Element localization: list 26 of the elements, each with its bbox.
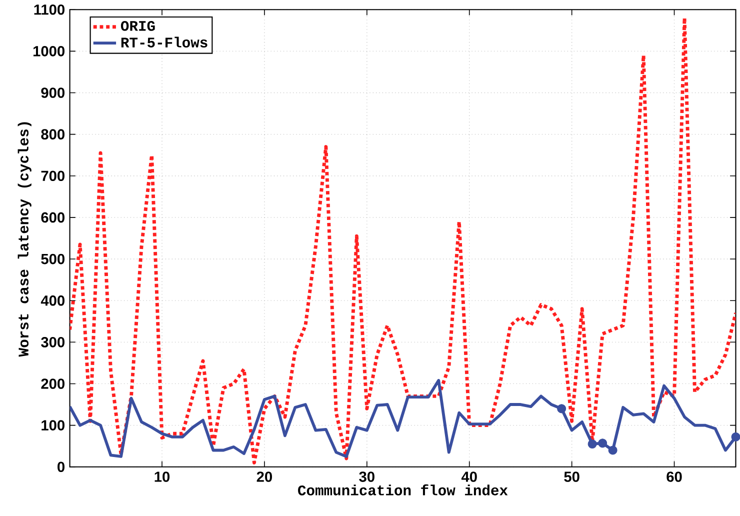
x-tick-label: 60: [666, 472, 682, 482]
y-axis-title: Worst case latency (cycles): [18, 122, 32, 357]
y-tick-label: 600: [41, 212, 64, 223]
y-tick-label: 300: [41, 336, 64, 348]
legend-label: RT-5-Flows: [121, 36, 208, 48]
y-tick-label: 800: [41, 129, 64, 140]
y-tick-label: 700: [41, 170, 64, 182]
point: [588, 439, 597, 449]
y-tick-label: 500: [41, 254, 64, 264]
y-tick-label: 1100: [34, 4, 64, 15]
y-tick-label: 200: [41, 378, 64, 389]
x-tick-label: 50: [564, 472, 580, 482]
y-tick-label: 900: [41, 88, 64, 98]
point: [598, 438, 608, 448]
point: [608, 446, 618, 455]
legend-label: ORIG: [120, 20, 155, 31]
x-tick-label: 10: [154, 472, 170, 482]
x-tick-label: 20: [256, 472, 272, 482]
y-tick-label: 1000: [33, 46, 64, 56]
y-tick-label: 400: [40, 295, 64, 306]
x-tick-label: 40: [461, 472, 477, 482]
x-axis-title: Communication flow index: [298, 484, 508, 496]
y-tick-label: 100: [42, 420, 64, 430]
point: [557, 404, 566, 414]
x-tick-label: 30: [359, 472, 374, 482]
y-tick-label: 0: [58, 462, 64, 472]
